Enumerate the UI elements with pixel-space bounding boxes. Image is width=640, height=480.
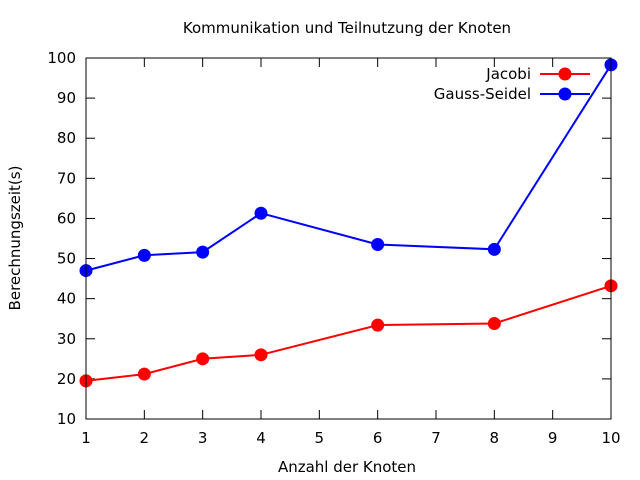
x-tick-label: 6 bbox=[373, 429, 383, 447]
x-axis-title: Anzahl der Knoten bbox=[278, 458, 416, 476]
data-point-gauss-seidel bbox=[137, 248, 151, 262]
y-tick-label: 40 bbox=[57, 290, 76, 308]
chart-title: Kommunikation und Teilnutzung der Knoten bbox=[183, 19, 511, 37]
y-tick-label: 100 bbox=[47, 49, 76, 67]
y-tick-label: 10 bbox=[57, 410, 76, 428]
legend-marker-gauss-seidel bbox=[558, 87, 572, 101]
axis-ticks: 10 20 30 40 50 60 70 80 90 100 1 2 3 4 5 6 7 8 9 10 bbox=[47, 49, 620, 447]
x-tick-label: 5 bbox=[315, 429, 325, 447]
x-tick-label: 3 bbox=[198, 429, 208, 447]
data-point-jacobi bbox=[196, 352, 210, 366]
y-tick-label: 80 bbox=[57, 129, 76, 147]
data-point-jacobi bbox=[137, 367, 151, 381]
y-tick-label: 60 bbox=[57, 209, 76, 227]
data-point-gauss-seidel bbox=[254, 206, 268, 220]
data-point-jacobi bbox=[487, 317, 501, 331]
x-tick-label: 2 bbox=[140, 429, 150, 447]
data-point-gauss-seidel bbox=[487, 242, 501, 256]
y-tick-label: 90 bbox=[57, 89, 76, 107]
y-tick-label: 50 bbox=[57, 250, 76, 268]
plot-frame bbox=[85, 57, 612, 420]
x-tick-label: 4 bbox=[256, 429, 266, 447]
legend-label-jacobi: Jacobi bbox=[485, 65, 531, 83]
x-tick-label: 9 bbox=[548, 429, 558, 447]
data-series bbox=[79, 58, 618, 388]
y-tick-label: 30 bbox=[57, 330, 76, 348]
data-point-jacobi bbox=[371, 318, 385, 332]
y-axis-title: Berechnungszeit(s) bbox=[6, 166, 24, 311]
data-point-jacobi bbox=[254, 348, 268, 362]
x-tick-label: 8 bbox=[490, 429, 500, 447]
legend-label-gauss-seidel: Gauss-Seidel bbox=[434, 85, 531, 103]
series-line-gauss-seidel bbox=[85, 64, 612, 272]
x-tick-label: 1 bbox=[81, 429, 91, 447]
legend-marker-jacobi bbox=[558, 67, 572, 81]
x-tick-label: 10 bbox=[601, 429, 620, 447]
data-point-gauss-seidel bbox=[196, 245, 210, 259]
series-line-jacobi bbox=[85, 284, 612, 382]
legend: Jacobi Gauss-Seidel bbox=[434, 65, 590, 103]
y-tick-label: 20 bbox=[57, 370, 76, 388]
y-tick-label: 70 bbox=[57, 169, 76, 187]
x-tick-label: 7 bbox=[431, 429, 441, 447]
data-point-gauss-seidel bbox=[371, 238, 385, 252]
